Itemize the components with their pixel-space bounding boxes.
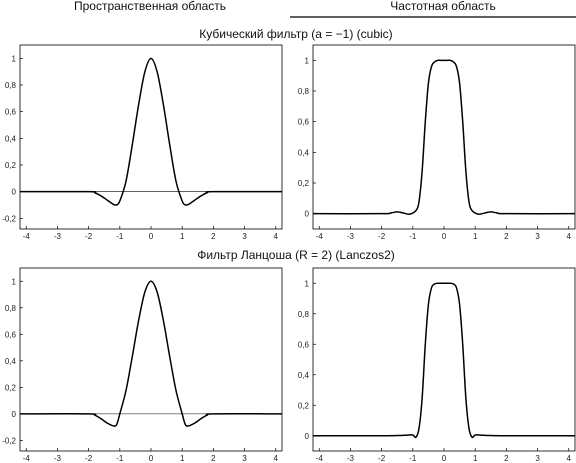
x-tick-label: 3: [535, 232, 540, 241]
x-tick-label: 3: [242, 232, 247, 241]
y-tick-label: 1: [305, 279, 310, 288]
x-tick-label: 0: [149, 232, 154, 241]
x-tick-label: -4: [316, 454, 324, 463]
x-tick-label: -2: [378, 232, 386, 241]
series-line: [312, 59, 576, 215]
section-title-lanczos2: Фильтр Ланцоша (R = 2) (Lanczos2): [197, 248, 395, 262]
x-tick-label: 1: [473, 232, 478, 241]
y-tick-label: 0,8: [298, 87, 310, 96]
x-tick-label: 2: [211, 454, 216, 463]
plot-frame: [312, 44, 576, 230]
y-tick-label: 0,2: [298, 179, 310, 188]
series-line: [19, 57, 283, 206]
y-tick-label: 0,4: [298, 148, 310, 157]
y-tick-label: 0: [12, 188, 17, 197]
x-tick-label: -1: [409, 232, 417, 241]
y-tick-label: 0,8: [5, 81, 17, 90]
x-tick-label: -2: [378, 454, 386, 463]
y-tick-label: 1: [12, 277, 17, 286]
x-tick-label: -4: [23, 232, 31, 241]
x-tick-label: -1: [116, 232, 124, 241]
x-tick-label: -1: [116, 454, 124, 463]
x-tick-label: 2: [504, 232, 509, 241]
x-tick-label: -3: [347, 232, 355, 241]
section-title-cubic: Кубический фильтр (a = −1) (cubic): [199, 27, 392, 41]
x-tick-label: 0: [149, 454, 154, 463]
x-tick-label: 4: [567, 454, 572, 463]
x-tick-label: -2: [85, 454, 93, 463]
x-tick-label: 1: [473, 454, 478, 463]
y-tick-label: 0,8: [5, 304, 17, 313]
y-tick-label: 0,2: [298, 401, 310, 410]
y-tick-label: 0,6: [298, 340, 310, 349]
plots-group: -4 -3 -2 -1 0 1 2 3 4 1 0,8 0,6 0,4 0,2 0 -0,2 -4 -3 -2 -1 0…: [2, 44, 576, 463]
x-tick-label: 1: [180, 454, 185, 463]
y-tick-label: 0,4: [5, 357, 17, 366]
plot-spatial-0: -4 -3 -2 -1 0 1 2 3 4 1 0,8 0,6 0,4 0,2 0 -0,2: [2, 44, 283, 241]
x-tick-label: 4: [274, 454, 279, 463]
x-tick-label: 3: [242, 454, 247, 463]
y-tick-label: 1: [305, 56, 310, 65]
y-tick-label: 0,4: [298, 371, 310, 380]
y-tick-label: 0,6: [298, 118, 310, 127]
y-tick-label: 0,6: [5, 330, 17, 339]
x-tick-label: 2: [211, 232, 216, 241]
x-tick-label: -4: [316, 232, 324, 241]
x-tick-label: 3: [535, 454, 540, 463]
y-tick-label: -0,2: [2, 214, 16, 223]
y-tick-label: 0,2: [5, 383, 17, 392]
x-tick-label: 0: [442, 454, 447, 463]
x-tick-label: -1: [409, 454, 417, 463]
y-tick-label: 0,8: [298, 310, 310, 319]
x-tick-label: -4: [23, 454, 31, 463]
x-tick-label: 0: [442, 232, 447, 241]
y-tick-label: 0,2: [5, 161, 17, 170]
x-tick-label: 2: [504, 454, 509, 463]
y-tick-label: 0: [305, 432, 310, 441]
y-tick-label: 1: [12, 54, 17, 63]
plot-frame: [312, 267, 576, 452]
plot-frequency-0: -4 -3 -2 -1 0 1 2 3 4 1 0,8 0,6 0,4 0,2 0: [298, 44, 576, 241]
plot-frequency-1: -4 -3 -2 -1 0 1 2 3 4 1 0,8 0,6 0,4 0,2 0: [298, 267, 576, 463]
plot-frame: [19, 267, 283, 452]
plot-spatial-1: -4 -3 -2 -1 0 1 2 3 4 1 0,8 0,6 0,4 0,2 0 -0,2: [2, 267, 283, 463]
x-tick-label: -3: [347, 454, 355, 463]
series-line: [19, 280, 283, 427]
y-tick-label: 0,4: [5, 134, 17, 143]
frequency-domain-header: Частотная область: [390, 0, 496, 13]
series-line: [312, 282, 576, 439]
x-tick-label: 1: [180, 232, 185, 241]
spatial-domain-header: Пространственная область: [74, 0, 226, 13]
x-tick-label: 4: [274, 232, 279, 241]
y-tick-label: 0: [12, 410, 17, 419]
x-tick-label: 4: [567, 232, 572, 241]
x-tick-label: -3: [54, 232, 62, 241]
plot-frame: [19, 44, 283, 230]
x-tick-label: -2: [85, 232, 93, 241]
x-tick-label: -3: [54, 454, 62, 463]
y-tick-label: 0: [305, 210, 310, 219]
y-tick-label: 0,6: [5, 108, 17, 117]
y-tick-label: -0,2: [2, 436, 16, 445]
